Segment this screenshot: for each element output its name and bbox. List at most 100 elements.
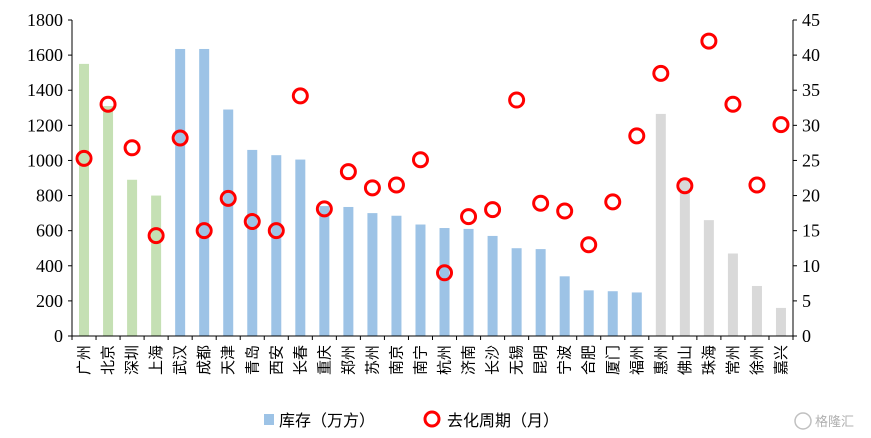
- x-tick-label: 苏州: [363, 345, 381, 375]
- bar: [487, 235, 498, 336]
- watermark-text: 格隆汇: [815, 414, 854, 430]
- x-tick-label: 北京: [99, 345, 117, 375]
- y-right-tick-label: 30: [802, 115, 820, 135]
- marker: [436, 264, 454, 282]
- bar: [247, 149, 258, 336]
- x-tick-label: 惠州: [652, 345, 670, 375]
- y-right-tick-label: 45: [802, 10, 820, 30]
- bar: [79, 63, 90, 336]
- marker: [195, 222, 213, 240]
- bar: [511, 248, 522, 336]
- legend-marker-label: 去化周期（月）: [447, 411, 559, 430]
- bar: [727, 253, 738, 336]
- bar: [631, 292, 642, 336]
- y-right-tick-label: 5: [802, 291, 811, 311]
- x-tick-label: 珠海: [700, 345, 718, 375]
- bar: [199, 48, 210, 336]
- marker: [652, 64, 670, 82]
- x-tick-label: 长沙: [484, 345, 502, 375]
- marker: [604, 193, 622, 211]
- bar: [439, 228, 450, 336]
- marker: [724, 95, 742, 113]
- category-labels: 广州 北京 深圳 上海 武汉 成都 天津 青岛 西安 长春 重庆 郑州 苏州 南京 南宁 杭州 济南 长沙 无锡 昆明…: [75, 345, 790, 375]
- x-tick-label: 无锡: [508, 345, 526, 375]
- bar: [679, 178, 690, 336]
- y-left-tick-label: 400: [36, 256, 63, 276]
- x-tick-label: 佛山: [676, 345, 694, 375]
- marker: [748, 176, 766, 194]
- x-tick-label: 郑州: [339, 345, 357, 375]
- marker-series: [75, 32, 790, 282]
- bar: [703, 220, 714, 336]
- marker: [291, 87, 309, 105]
- bar: [127, 179, 138, 336]
- bar: [751, 285, 762, 336]
- y-left-tick-label: 1400: [27, 80, 63, 100]
- y-right-tick-label: 40: [802, 45, 820, 65]
- marker: [387, 176, 405, 194]
- y-left-tick-label: 200: [36, 291, 63, 311]
- bar: [463, 228, 474, 336]
- x-tick-label: 南京: [387, 345, 405, 375]
- x-tick-label: 武汉: [171, 345, 189, 375]
- marker: [315, 200, 333, 218]
- y-left-tick-label: 800: [36, 186, 63, 206]
- bar: [343, 206, 354, 336]
- x-tick-label: 上海: [147, 345, 165, 375]
- marker: [75, 149, 93, 167]
- x-tick-label: 福州: [628, 345, 646, 375]
- bar: [583, 290, 594, 336]
- bar: [559, 276, 570, 336]
- x-tick-label: 昆明: [532, 345, 550, 375]
- y-right-tick-label: 0: [802, 326, 811, 346]
- y-right-tick-label: 20: [802, 186, 820, 206]
- marker: [772, 116, 790, 134]
- marker: [460, 208, 478, 226]
- marker: [700, 32, 718, 50]
- marker: [411, 151, 429, 169]
- marker: [243, 213, 261, 231]
- y-right-tick-label: 10: [802, 256, 820, 276]
- y-left-tick-label: 1200: [27, 115, 63, 135]
- x-tick-label: 济南: [460, 345, 478, 375]
- bar: [175, 48, 186, 336]
- y-left-tick-label: 1600: [27, 45, 63, 65]
- y-left-tick-label: 1000: [27, 150, 63, 170]
- x-tick-label: 广州: [75, 345, 93, 375]
- marker: [508, 91, 526, 109]
- bar: [775, 307, 786, 336]
- x-tick-label: 杭州: [436, 345, 454, 375]
- watermark-logo-icon: [794, 412, 812, 430]
- axes: 0 200 400 600 800 1000 1200 1400 1600 1800 0 5 10 15 2…: [27, 10, 820, 346]
- x-tick-label: 嘉兴: [772, 345, 790, 375]
- x-tick-label: 成都: [195, 345, 213, 375]
- bar: [367, 213, 378, 336]
- x-tick-label: 深圳: [123, 345, 141, 375]
- x-tick-label: 天津: [219, 345, 237, 375]
- marker: [484, 201, 502, 219]
- marker: [123, 139, 141, 157]
- x-tick-label: 合肥: [580, 345, 598, 375]
- x-tick-label: 厦门: [604, 345, 622, 375]
- y-right-tick-label: 25: [802, 150, 820, 170]
- legend: 库存（万方） 去化周期（月）: [264, 410, 559, 430]
- bar: [103, 106, 114, 337]
- x-tick-label: 长春: [291, 345, 309, 375]
- x-tick-label: 徐州: [748, 345, 766, 375]
- y-right-tick-label: 35: [802, 80, 820, 100]
- x-tick-label: 南宁: [411, 345, 429, 375]
- y-right-tick-label: 15: [802, 221, 820, 241]
- bar: [391, 215, 402, 336]
- marker: [532, 194, 550, 212]
- marker: [339, 163, 357, 181]
- marker: [219, 189, 237, 207]
- x-tick-label: 常州: [724, 345, 742, 375]
- marker: [147, 227, 165, 245]
- x-tick-label: 青岛: [243, 345, 261, 375]
- marker: [580, 236, 598, 254]
- marker: [556, 202, 574, 220]
- x-tick-label: 重庆: [315, 345, 333, 375]
- y-left-tick-label: 0: [54, 326, 63, 346]
- legend-bar-swatch: [264, 414, 274, 425]
